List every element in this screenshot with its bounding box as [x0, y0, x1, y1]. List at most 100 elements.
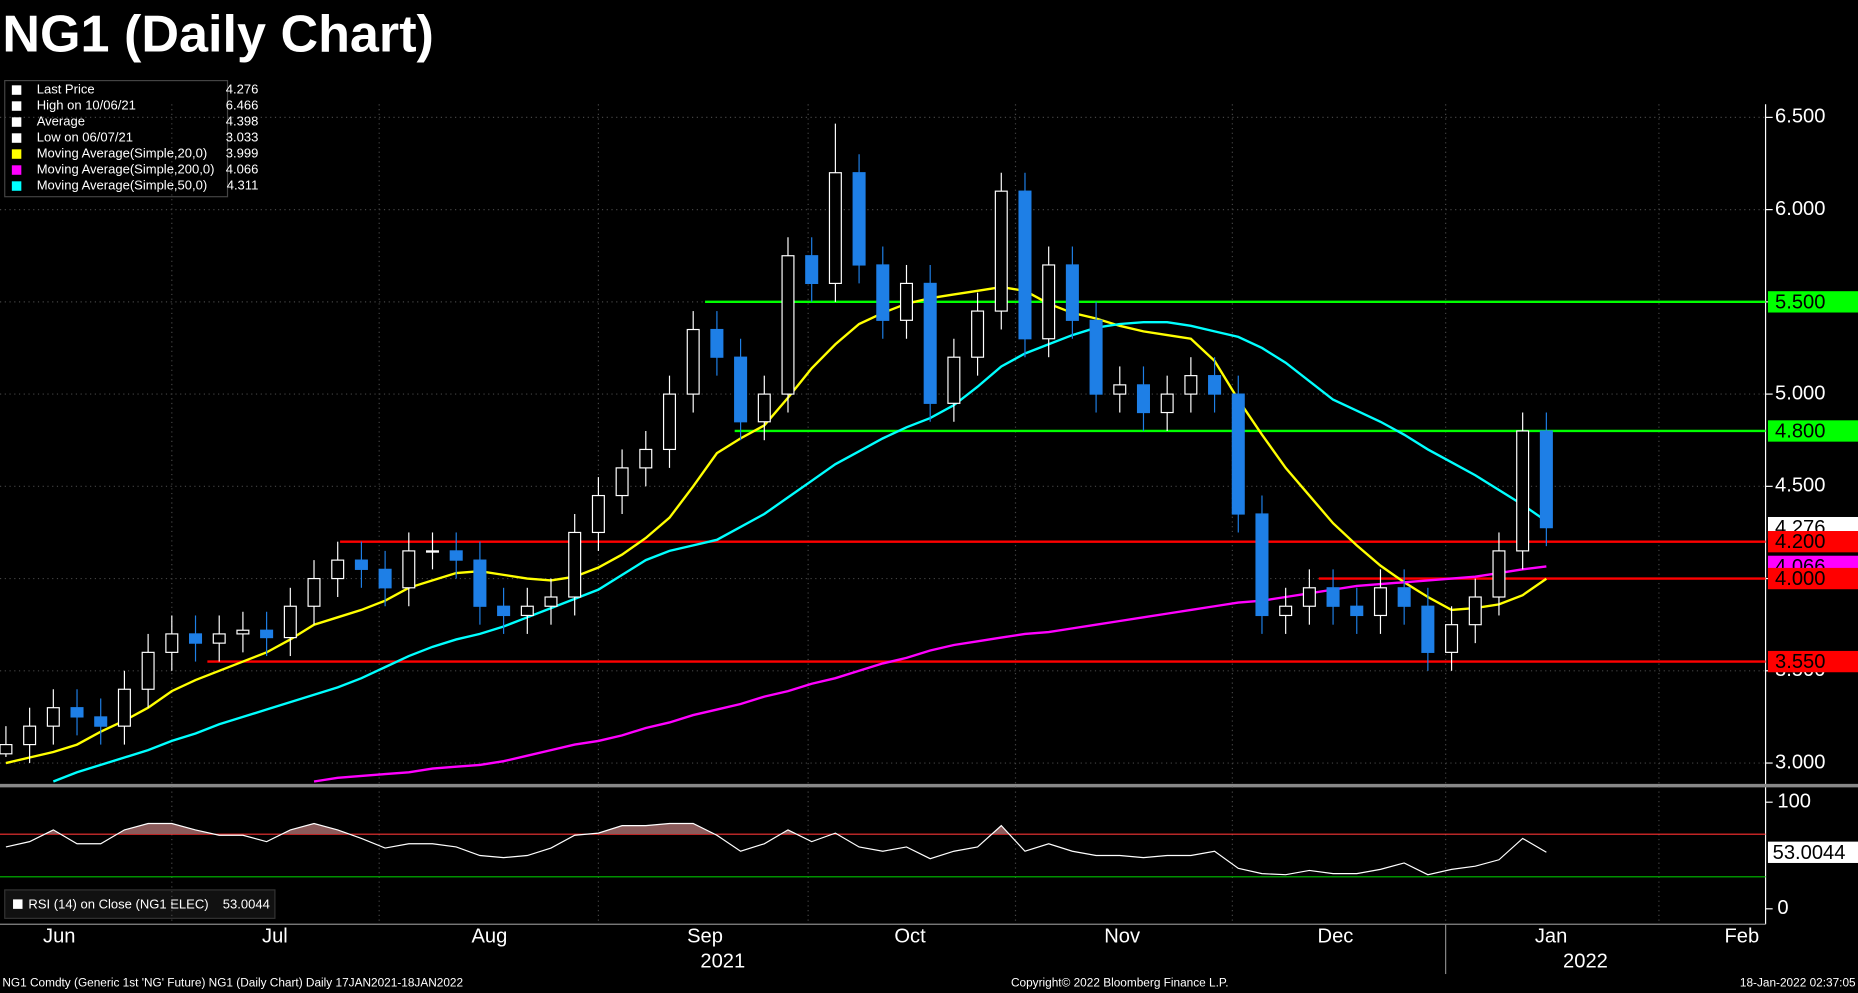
y-tick-label: 3.000 [1775, 751, 1825, 773]
level-tag-box [1767, 567, 1858, 590]
candle-body [378, 568, 392, 589]
candle-body [212, 633, 226, 644]
candle-body [331, 559, 345, 580]
legend-label: Average [37, 113, 85, 128]
rsi-tag-box [1767, 841, 1858, 863]
y-tick-label: 6.500 [1775, 106, 1825, 128]
candle-body [94, 716, 108, 727]
candle-body [781, 255, 795, 395]
legend-value: 4.276 [226, 82, 259, 97]
candle-body [1208, 375, 1222, 395]
rsi-overbought-area [44, 823, 1010, 835]
legend-swatch [11, 101, 22, 111]
candle-body [899, 282, 914, 321]
legend-value: 3.999 [226, 145, 259, 160]
legend-value: 4.398 [226, 113, 259, 128]
legend-box [4, 79, 229, 198]
legend-value: 6.466 [226, 97, 259, 112]
candle-body [1468, 596, 1482, 626]
x-tick-label: Aug [471, 926, 507, 948]
candle-body [141, 651, 155, 690]
level-tag: 5.500 [1775, 291, 1825, 313]
candle-body [425, 550, 440, 553]
candle-body [497, 605, 511, 617]
candle-body [307, 577, 321, 607]
candle-body [1018, 190, 1032, 340]
candle-body [354, 559, 368, 570]
level-tag-box [1767, 420, 1858, 442]
candle-body [1184, 375, 1198, 395]
rsi-legend-swatch [13, 899, 23, 909]
rsi-legend-value: 53.0044 [223, 897, 270, 912]
chart-title: NG1 (Daily Chart) [2, 6, 434, 64]
level-tag-box [1767, 531, 1858, 553]
candle-body [757, 393, 771, 423]
candle-body [971, 310, 985, 358]
legend-swatch [11, 85, 22, 95]
candle-body [1350, 605, 1364, 617]
footer-left: NG1 Comdty (Generic 1st 'NG' Future) NG1… [2, 976, 463, 990]
candle-body [1492, 550, 1506, 598]
candle-body [686, 328, 700, 395]
level-tag: 4.200 [1775, 531, 1825, 553]
candle-body [1065, 264, 1079, 321]
legend-value: 3.033 [226, 129, 259, 144]
legend-swatch [11, 117, 22, 127]
level-tag: 4.800 [1775, 420, 1825, 442]
rsi-line [5, 822, 1547, 876]
candle-body [1445, 624, 1459, 653]
candle-body [734, 356, 748, 423]
candle-body [1113, 384, 1127, 395]
candle-body [46, 707, 60, 727]
legend-swatch [11, 149, 22, 159]
rsi-legend-box [4, 889, 276, 919]
candle-body [70, 707, 84, 718]
legend-label: Moving Average(Simple,20,0) [37, 145, 208, 160]
candle-body [1373, 587, 1387, 617]
candle-body [1421, 605, 1435, 653]
candle-body [188, 633, 203, 644]
level-tag-box [1767, 650, 1858, 673]
x-tick-label: Jan [1535, 926, 1567, 948]
candle-body [1516, 430, 1530, 552]
candle-body [662, 393, 677, 451]
legend-label: Last Price [37, 82, 95, 97]
legend-swatch [11, 165, 22, 175]
level-tag: 3.550 [1775, 651, 1825, 673]
x-tick-label: Feb [1725, 926, 1760, 948]
candle-body [1326, 587, 1340, 607]
candle-body [520, 605, 534, 617]
candle-body [1160, 393, 1174, 414]
y-tick-label: 5.000 [1775, 382, 1825, 404]
candle-body [117, 688, 131, 727]
footer-center: Copyright© 2022 Bloomberg Finance L.P. [1011, 976, 1229, 990]
rsi-tag: 53.0044 [1773, 842, 1846, 864]
candle-body [615, 467, 629, 497]
candle-body [23, 725, 37, 746]
legend-swatch [11, 133, 22, 143]
candle-body [1279, 605, 1293, 617]
candle-body [1089, 319, 1103, 395]
x-tick-label: Oct [894, 926, 926, 948]
footer-right: 18-Jan-2022 02:37:05 [1740, 976, 1856, 990]
candle-body [994, 190, 1008, 312]
ma-line [5, 285, 1548, 765]
candle-body [544, 596, 558, 607]
legend-label: High on 10/06/21 [37, 97, 136, 112]
legend-value: 4.311 [227, 177, 259, 192]
x-tick-label: Dec [1318, 926, 1354, 948]
candle-body [828, 172, 842, 284]
candle-body [1231, 393, 1245, 515]
candle-body [639, 448, 653, 469]
candle-body [165, 633, 179, 653]
candle-body [260, 629, 274, 639]
candle-body [852, 172, 866, 266]
rsi-tick-label: 100 [1777, 790, 1811, 812]
y-tick-label: 4.500 [1775, 475, 1825, 497]
x-tick-label: Sep [687, 926, 723, 948]
x-tick-label: Nov [1104, 926, 1140, 948]
candle-body [1042, 264, 1056, 340]
candle-body [1255, 513, 1269, 617]
